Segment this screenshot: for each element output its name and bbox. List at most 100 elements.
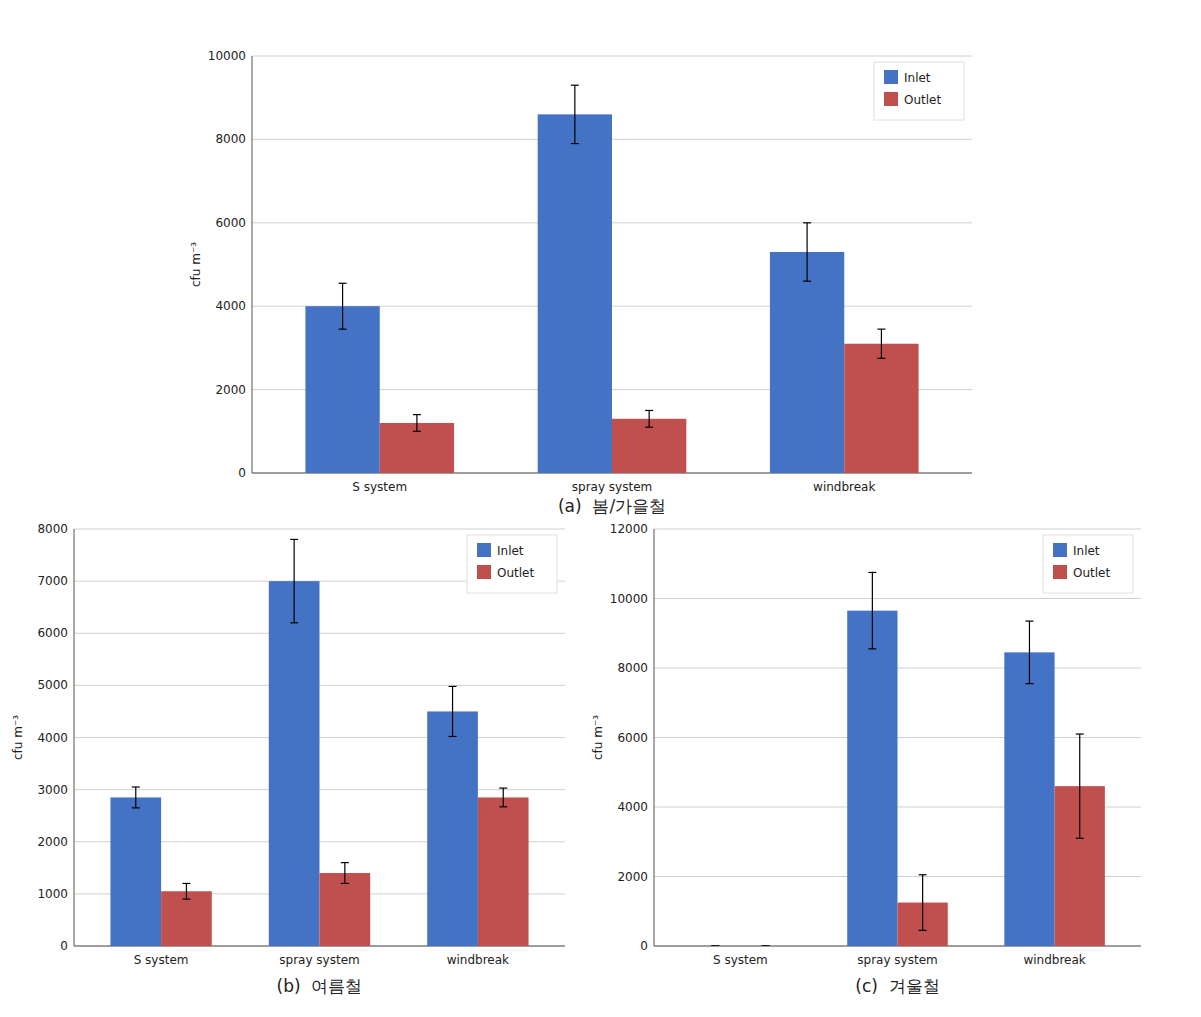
chart-title: (c) 겨울철	[855, 976, 939, 996]
x-tick-label: windbreak	[447, 953, 509, 967]
legend-swatch	[477, 543, 491, 557]
bar	[690, 946, 740, 947]
legend-swatch	[884, 70, 898, 84]
bar	[612, 419, 686, 473]
error-bar	[182, 883, 190, 899]
grid-line	[252, 56, 972, 57]
chart: 0 2000 4000 6000 8000 10000 S system spray syst…	[189, 49, 972, 516]
error-bar	[339, 283, 347, 329]
y-tick-label: 1000	[37, 887, 68, 901]
y-axis-label: cfu m⁻³	[11, 715, 25, 760]
error-bar	[571, 85, 579, 143]
y-tick-label: 2000	[37, 835, 68, 849]
y-tick-label: 6000	[215, 216, 246, 230]
error-bar	[645, 410, 653, 427]
grid-line	[74, 529, 565, 530]
bar	[161, 891, 212, 946]
x-tick-label: windbreak	[813, 480, 875, 494]
y-tick-label: 0	[238, 466, 246, 480]
bar	[740, 946, 790, 947]
legend-swatch	[477, 565, 491, 579]
y-tick-label: 3000	[37, 783, 68, 797]
x-tick-label: S system	[352, 480, 407, 494]
y-tick-label: 10000	[208, 49, 246, 63]
error-bar	[803, 223, 811, 281]
error-bar	[1076, 734, 1084, 838]
legend-box	[1043, 535, 1133, 593]
bar	[478, 797, 529, 946]
error-bar	[413, 415, 421, 432]
bar	[538, 114, 612, 473]
legend-label: Outlet	[904, 93, 941, 107]
x-tick-label: spray system	[857, 953, 937, 967]
bar	[770, 252, 844, 473]
grid-line	[654, 598, 1141, 599]
y-axis-line	[654, 529, 655, 946]
legend-label: Inlet	[1073, 544, 1100, 558]
y-tick-label: 10000	[610, 592, 648, 606]
error-bar	[290, 539, 298, 622]
y-axis-line	[252, 56, 253, 473]
y-tick-label: 8000	[37, 522, 68, 536]
bar	[320, 873, 371, 946]
y-axis-line	[74, 529, 75, 946]
legend: Inlet Outlet	[874, 62, 964, 120]
bar	[1004, 652, 1054, 946]
y-tick-label: 0	[640, 939, 648, 953]
legend-label: Outlet	[497, 566, 534, 580]
x-tick-label: spray system	[572, 480, 652, 494]
y-axis-label: cfu m⁻³	[189, 242, 203, 287]
error-bar	[449, 686, 457, 736]
legend-swatch	[1053, 565, 1067, 579]
y-tick-label: 7000	[37, 574, 68, 588]
error-bar	[762, 946, 770, 947]
x-tick-label: spray system	[279, 953, 359, 967]
y-tick-label: 6000	[37, 626, 68, 640]
bar	[844, 344, 918, 473]
y-tick-label: 2000	[215, 383, 246, 397]
x-tick-label: windbreak	[1023, 953, 1085, 967]
y-tick-label: 12000	[610, 522, 648, 536]
bar	[427, 711, 478, 946]
background	[0, 0, 1201, 1017]
chart: 0 1000 2000 3000 4000 5000 6000 7000 8000 S syste…	[11, 522, 565, 996]
error-bar	[919, 875, 927, 931]
bar	[110, 797, 161, 946]
y-tick-label: 4000	[215, 299, 246, 313]
legend-label: Outlet	[1073, 566, 1110, 580]
bar	[269, 581, 320, 946]
chart-title: (a) 봄/가을철	[558, 496, 666, 516]
error-bar	[341, 863, 349, 884]
legend: Inlet Outlet	[467, 535, 557, 593]
chart-title: (b) 여름철	[277, 976, 363, 996]
y-tick-label: 6000	[617, 731, 648, 745]
legend-label: Inlet	[904, 71, 931, 85]
y-tick-label: 5000	[37, 678, 68, 692]
y-tick-label: 0	[60, 939, 68, 953]
legend: Inlet Outlet	[1043, 535, 1133, 593]
error-bar	[499, 788, 507, 807]
y-tick-label: 4000	[617, 800, 648, 814]
grid-line	[654, 529, 1141, 530]
legend-label: Inlet	[497, 544, 524, 558]
y-tick-label: 8000	[215, 132, 246, 146]
error-bar	[711, 946, 719, 947]
y-tick-label: 4000	[37, 731, 68, 745]
legend-swatch	[1053, 543, 1067, 557]
plot-area	[305, 85, 918, 473]
legend-box	[467, 535, 557, 593]
legend-box	[874, 62, 964, 120]
chart: 020004000600080001000012000S systemspray…	[591, 522, 1141, 996]
plot-area	[110, 539, 528, 946]
bar	[847, 611, 897, 946]
y-axis-label: cfu m⁻³	[591, 715, 605, 760]
error-bar	[132, 787, 140, 808]
bar	[305, 306, 379, 473]
plot-area	[711, 572, 1105, 946]
x-tick-label: S system	[134, 953, 189, 967]
figure: 0200040006000800010000S systemspray syst…	[0, 0, 1201, 1017]
error-bar	[877, 329, 885, 358]
legend-swatch	[884, 92, 898, 106]
error-bar	[1025, 621, 1033, 684]
y-tick-label: 8000	[617, 661, 648, 675]
